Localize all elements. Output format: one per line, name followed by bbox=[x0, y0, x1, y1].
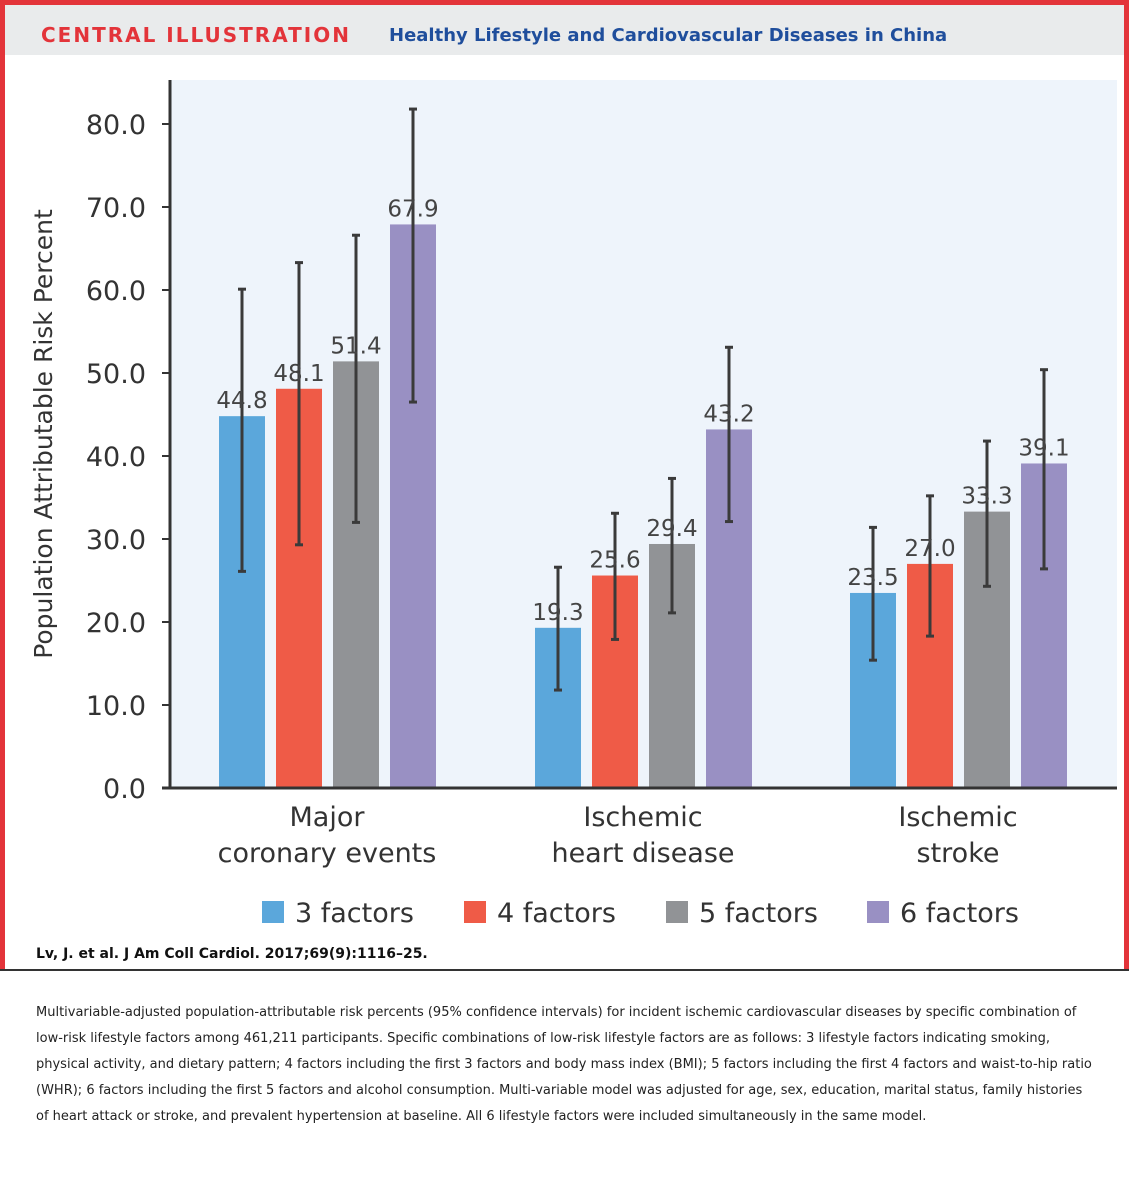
header-title: Healthy Lifestyle and Cardiovascular Dis… bbox=[389, 25, 948, 46]
y-axis-label: Population Attributable Risk Percent bbox=[29, 209, 58, 659]
y-tick-label: 0.0 bbox=[103, 774, 146, 805]
plot-background bbox=[170, 80, 1117, 788]
divider bbox=[0, 969, 1129, 971]
y-tick-label: 80.0 bbox=[86, 110, 146, 141]
data-label: 25.6 bbox=[589, 548, 640, 574]
figure-caption: Multivariable-adjusted population-attrib… bbox=[36, 1005, 1092, 1124]
data-label: 19.3 bbox=[532, 600, 583, 626]
legend-swatch bbox=[464, 901, 486, 923]
x-category-label: coronary events bbox=[218, 838, 437, 869]
data-label: 29.4 bbox=[646, 516, 697, 542]
data-label: 67.9 bbox=[387, 196, 438, 222]
x-category-label: Ischemic bbox=[583, 802, 702, 833]
data-label: 23.5 bbox=[847, 565, 898, 591]
header-label: CENTRAL ILLUSTRATION bbox=[41, 23, 351, 47]
y-tick-label: 10.0 bbox=[86, 691, 146, 722]
header-bar: CENTRAL ILLUSTRATION Healthy Lifestyle a… bbox=[5, 5, 1124, 55]
y-tick-label: 20.0 bbox=[86, 608, 146, 639]
x-category-label: Major bbox=[290, 802, 366, 833]
data-label: 27.0 bbox=[904, 536, 955, 562]
y-tick-label: 30.0 bbox=[86, 525, 146, 556]
bar-chart: 0.0 10.0 20.0 30.0 40.0 50.0 60.0 70.0 80.0 Popul… bbox=[29, 80, 1117, 929]
data-label: 51.4 bbox=[330, 333, 381, 359]
y-tick-label: 60.0 bbox=[86, 276, 146, 307]
legend-label: 5 factors bbox=[699, 898, 818, 929]
illustration-frame bbox=[0, 0, 1129, 970]
legend-swatch bbox=[262, 901, 284, 923]
legend-label: 6 factors bbox=[900, 898, 1019, 929]
x-category-label: stroke bbox=[917, 838, 1000, 869]
legend-label: 3 factors bbox=[295, 898, 414, 929]
legend-label: 4 factors bbox=[497, 898, 616, 929]
data-label: 39.1 bbox=[1018, 435, 1069, 461]
data-label: 43.2 bbox=[703, 401, 754, 427]
data-label: 33.3 bbox=[961, 484, 1012, 510]
y-tick-label: 40.0 bbox=[86, 442, 146, 473]
y-tick-label: 50.0 bbox=[86, 359, 146, 390]
citation: Lv, J. et al. J Am Coll Cardiol. 2017;69… bbox=[36, 946, 428, 962]
data-label: 44.8 bbox=[216, 388, 267, 414]
legend-swatch bbox=[867, 901, 889, 923]
data-label: 48.1 bbox=[273, 361, 324, 387]
x-category-label: Ischemic bbox=[898, 802, 1017, 833]
legend-swatch bbox=[666, 901, 688, 923]
x-category-label: heart disease bbox=[551, 838, 734, 869]
y-tick-label: 70.0 bbox=[86, 193, 146, 224]
